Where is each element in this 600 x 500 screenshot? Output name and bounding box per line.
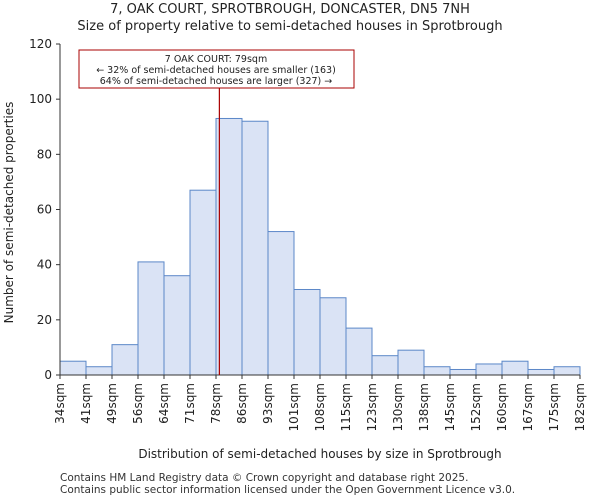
- annotation-line-3: 64% of semi-detached houses are larger (…: [100, 76, 333, 87]
- bar-101sqm: [293, 288, 321, 376]
- x-tick-label-138sqm: 138sqm: [417, 383, 431, 431]
- bar-130sqm: [397, 349, 425, 376]
- y-tick-label-120: 120: [29, 37, 52, 51]
- y-tick-label-100: 100: [29, 92, 52, 106]
- x-tick-label-78sqm: 78sqm: [209, 383, 223, 424]
- x-tick-label-182sqm: 182sqm: [573, 383, 587, 431]
- x-tick-label-101sqm: 101sqm: [287, 383, 301, 431]
- x-tick-label-108sqm: 108sqm: [313, 383, 327, 431]
- x-tick-label-41sqm: 41sqm: [79, 383, 93, 424]
- x-tick-label-160sqm: 160sqm: [495, 383, 509, 431]
- x-tick-label-34sqm: 34sqm: [53, 383, 67, 424]
- y-tick-label-80: 80: [37, 147, 52, 161]
- bar-160sqm: [501, 360, 529, 376]
- x-tick-label-93sqm: 93sqm: [261, 383, 275, 424]
- chart-subtitle: Size of property relative to semi-detach…: [77, 19, 503, 34]
- bar-145sqm: [449, 368, 477, 376]
- y-tick-label-0: 0: [44, 368, 52, 382]
- bar-167sqm: [527, 368, 555, 376]
- bars-group: [59, 117, 581, 376]
- bar-152sqm: [475, 363, 503, 376]
- x-tick-label-152sqm: 152sqm: [469, 383, 483, 431]
- bar-34sqm: [59, 360, 87, 376]
- y-tick-label-60: 60: [37, 203, 52, 217]
- bar-123sqm: [371, 355, 399, 376]
- x-tick-label-115sqm: 115sqm: [339, 383, 353, 431]
- x-tick-label-49sqm: 49sqm: [105, 383, 119, 424]
- bar-108sqm: [319, 297, 347, 376]
- chart-title: 7, OAK COURT, SPROTBROUGH, DONCASTER, DN…: [110, 2, 470, 17]
- x-tick-label-145sqm: 145sqm: [443, 383, 457, 431]
- footer-licence: Contains public sector information licen…: [60, 484, 516, 496]
- x-tick-label-175sqm: 175sqm: [547, 383, 561, 431]
- annotation-line-1: 7 OAK COURT: 79sqm: [165, 54, 267, 65]
- bar-175sqm: [553, 366, 581, 376]
- bar-78sqm: [215, 117, 243, 376]
- x-tick-label-167sqm: 167sqm: [521, 383, 535, 431]
- bar-49sqm: [111, 344, 139, 376]
- bar-64sqm: [163, 275, 191, 376]
- bar-56sqm: [137, 261, 165, 376]
- bar-93sqm: [267, 231, 295, 376]
- y-axis-label: Number of semi-detached properties: [2, 102, 16, 324]
- x-tick-label-71sqm: 71sqm: [183, 383, 197, 424]
- bar-41sqm: [85, 366, 113, 376]
- y-tick-label-40: 40: [37, 258, 52, 272]
- x-tick-label-56sqm: 56sqm: [131, 383, 145, 424]
- bar-138sqm: [423, 366, 451, 376]
- footer-copyright: Contains HM Land Registry data © Crown c…: [60, 472, 469, 484]
- x-tick-label-64sqm: 64sqm: [157, 383, 171, 424]
- bar-86sqm: [241, 120, 269, 376]
- annotation-box: 7 OAK COURT: 79sqm ← 32% of semi-detache…: [78, 49, 355, 89]
- x-tick-label-130sqm: 130sqm: [391, 383, 405, 431]
- x-tick-label-123sqm: 123sqm: [365, 383, 379, 431]
- annotation-frame: [78, 49, 355, 89]
- bar-115sqm: [345, 327, 373, 376]
- ticks-group: 0 20 40 60 80 100 120 34sqm 41sqm 49sqm 56sqm 64sqm…: [29, 37, 587, 431]
- annotation-line-2: ← 32% of semi-detached houses are smalle…: [96, 65, 336, 76]
- bar-71sqm: [189, 189, 217, 376]
- y-tick-label-20: 20: [37, 313, 52, 327]
- x-tick-label-86sqm: 86sqm: [235, 383, 249, 424]
- x-axis-label: Distribution of semi-detached houses by …: [138, 447, 501, 461]
